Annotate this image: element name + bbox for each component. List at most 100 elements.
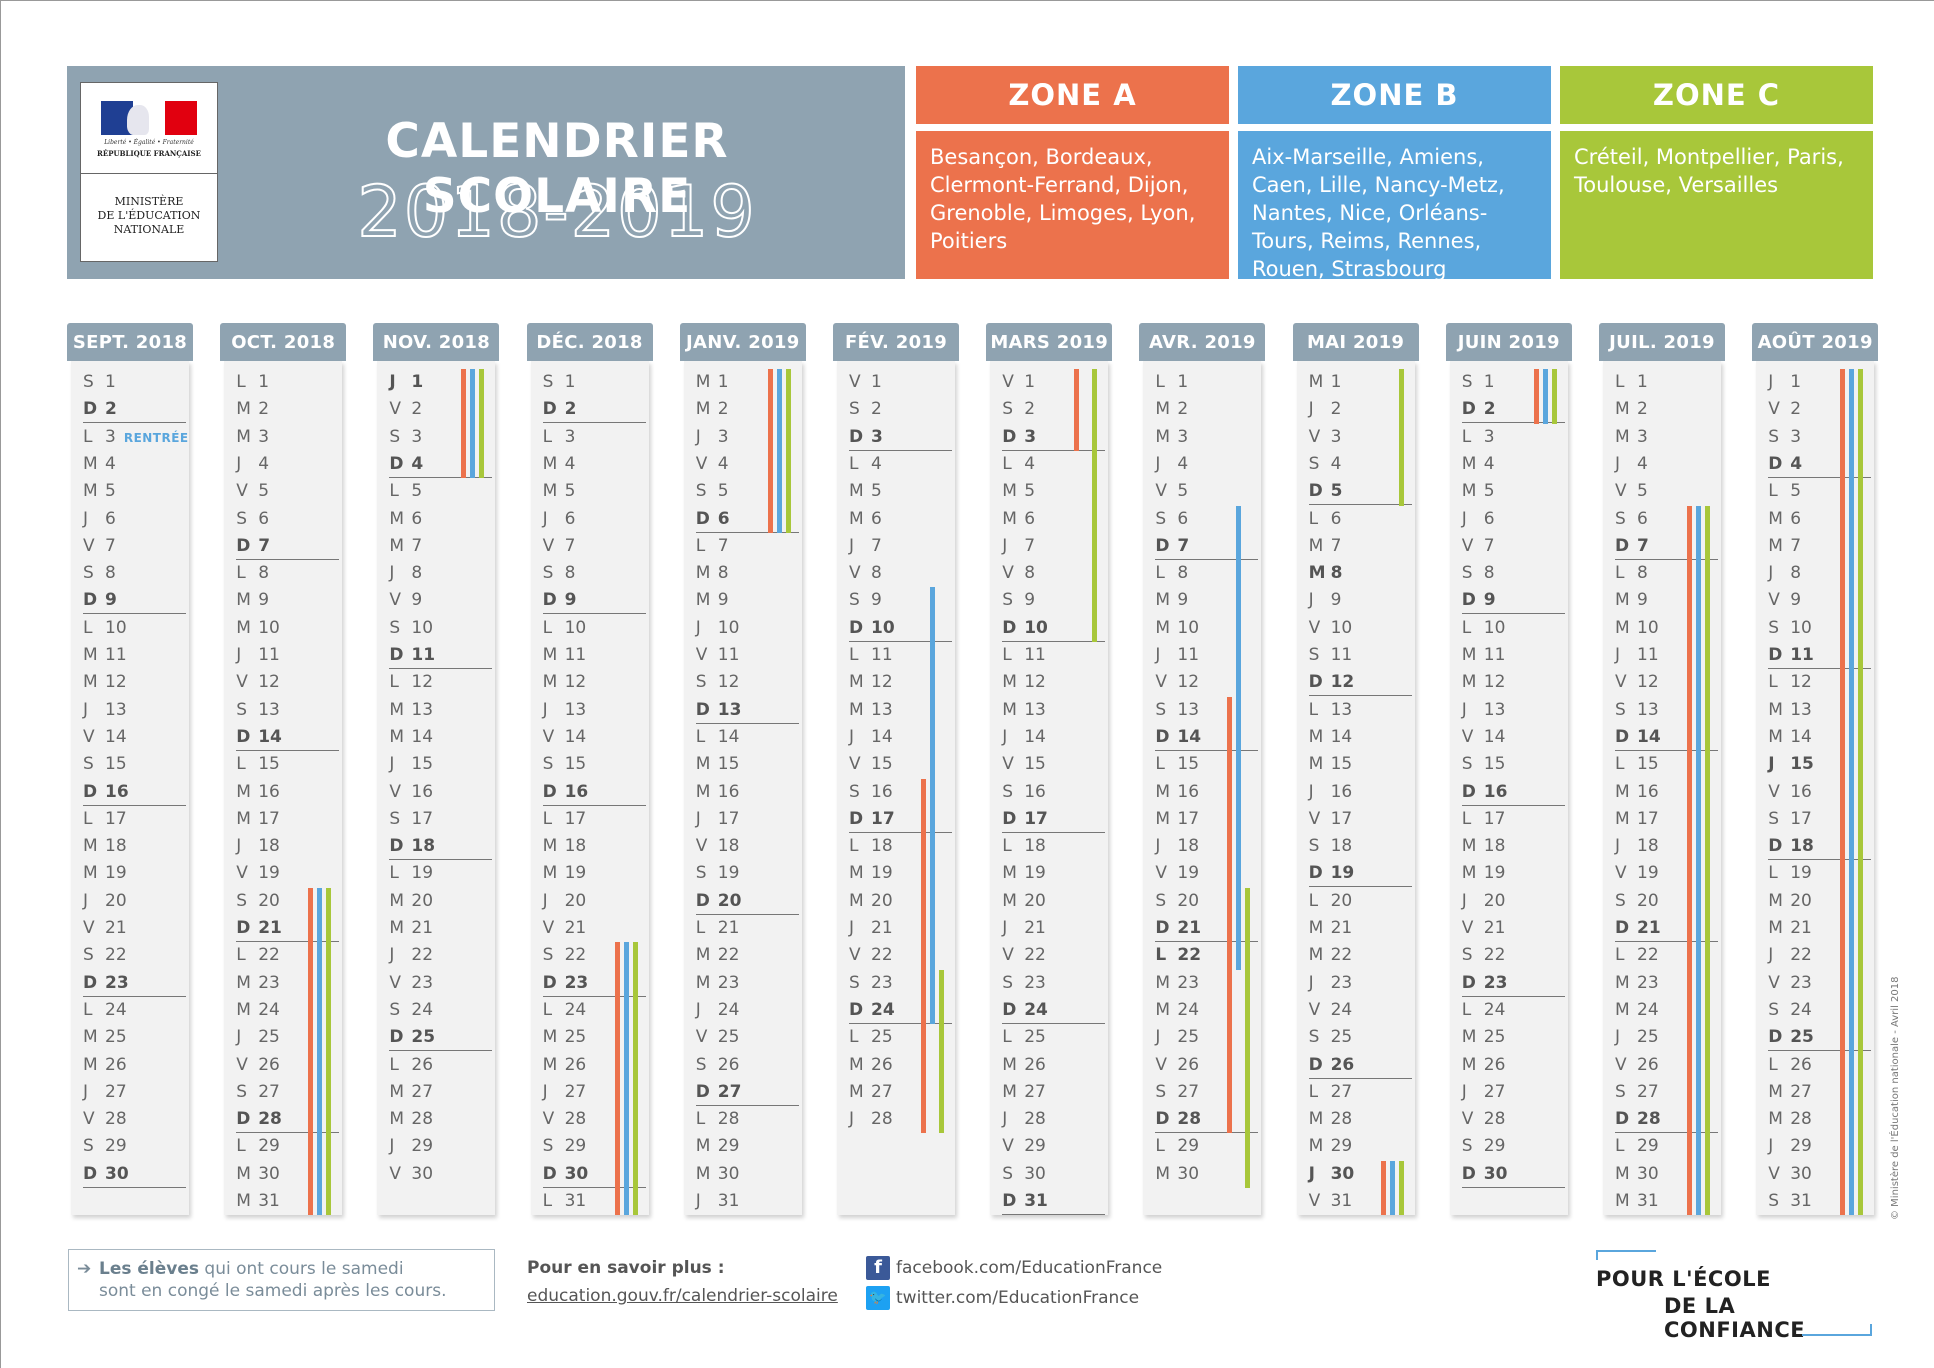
day-cell: L 11 xyxy=(849,645,893,665)
facebook-text: facebook.com/EducationFrance xyxy=(896,1258,1163,1278)
day-cell: J 18 xyxy=(1615,836,1659,857)
day-cell: M 12 xyxy=(849,672,893,693)
day-cell: L 18 xyxy=(849,836,893,857)
week-separator xyxy=(389,1050,493,1052)
day-cell: V 30 xyxy=(1768,1163,1812,1184)
day-cell: S 23 xyxy=(849,972,893,993)
day-cell: S 17 xyxy=(389,808,434,829)
day-cell: M 10 xyxy=(236,617,280,638)
day-cell: J 27 xyxy=(542,1081,587,1102)
facebook-link[interactable]: f facebook.com/EducationFrance xyxy=(866,1256,1162,1280)
day-cell: M 12 xyxy=(542,672,587,693)
day-cell: M 10 xyxy=(1615,617,1659,638)
day-cell: J 11 xyxy=(1155,645,1200,665)
month-header: JANV. 2019 xyxy=(679,323,806,361)
facebook-icon: f xyxy=(866,1256,890,1280)
page-title: CALENDRIER SCOLAIRE xyxy=(385,114,729,224)
day-cell: S 18 xyxy=(1308,836,1353,857)
day-cell: D 18 xyxy=(389,836,436,857)
day-cell: M 27 xyxy=(1002,1081,1046,1102)
day-cell: M 20 xyxy=(1002,890,1046,911)
day-cell: M 12 xyxy=(83,672,127,693)
month-header: JUIL. 2019 xyxy=(1599,323,1725,361)
day-cell: S 20 xyxy=(1615,890,1659,911)
day-cell: S 29 xyxy=(542,1136,587,1157)
holiday-bar-zone-a xyxy=(767,369,773,533)
day-cell: S 24 xyxy=(389,999,434,1020)
day-cell: L 10 xyxy=(542,617,587,638)
day-cell: D 27 xyxy=(695,1081,742,1102)
day-cell: L 22 xyxy=(236,945,280,966)
copyright: © Ministère de l'Éducation nationale - A… xyxy=(1890,976,1901,1221)
week-separator xyxy=(1308,695,1412,697)
holiday-bar-zone-c xyxy=(479,369,485,479)
day-cell: L 31 xyxy=(542,1191,587,1211)
slogan-line1: POUR L'ÉCOLE xyxy=(1596,1267,1771,1291)
day-cell: L 17 xyxy=(1461,808,1506,829)
day-cell: J 25 xyxy=(236,1027,280,1048)
day-cell: V 25 xyxy=(695,1027,740,1048)
note-bold: Les élèves xyxy=(99,1259,200,1279)
day-cell: M 19 xyxy=(542,863,587,884)
day-cell: M 14 xyxy=(389,726,434,747)
day-cell: L 13 xyxy=(1308,699,1353,720)
day-cell: M 18 xyxy=(542,836,587,857)
month-body: M 1 J 2 V 3 S 4 D 5 L 6 M 7 M 8 J 9 V 10 S 11 D 12 L 13 M 14 M 15 J 16 V… xyxy=(1296,361,1415,1216)
slogan: POUR L'ÉCOLE DE LA CONFIANCE xyxy=(1596,1250,1872,1342)
day-cell: L 12 xyxy=(389,672,434,693)
day-cell: M 14 xyxy=(1308,726,1353,747)
week-separator xyxy=(1615,1132,1718,1134)
top-border xyxy=(0,0,1934,1)
day-cell: L 24 xyxy=(1461,999,1506,1020)
day-cell: S 11 xyxy=(1308,645,1353,665)
holiday-bar-zone-b xyxy=(1849,369,1855,1216)
week-separator xyxy=(83,1186,186,1188)
day-cell: V 21 xyxy=(83,918,127,938)
week-separator xyxy=(1155,749,1259,751)
holiday-bar-zone-a xyxy=(1533,369,1539,424)
day-cell: V 19 xyxy=(236,863,280,884)
day-cell: D 16 xyxy=(1461,781,1508,802)
day-cell: S 24 xyxy=(1768,999,1812,1020)
month-column: JANV. 2019 M 1 M 2 J 3 V 4 S 5 D 6 L 7 M 8 M 9 J 10 V 11 S 12 D 13… xyxy=(679,323,806,1217)
day-cell: D 14 xyxy=(236,726,282,747)
more-info-link[interactable]: education.gouv.fr/calendrier-scolaire xyxy=(527,1286,838,1306)
day-cell: S 10 xyxy=(389,617,434,638)
zone-c-cities: Créteil, Montpellier, Paris, Toulouse, V… xyxy=(1560,131,1873,279)
holiday-bar-zone-c xyxy=(1398,1160,1404,1216)
page-years: 2018-2019 xyxy=(356,170,757,254)
day-cell: S 30 xyxy=(1002,1163,1046,1184)
day-cell: V 16 xyxy=(389,781,434,802)
day-cell: M 17 xyxy=(1615,808,1659,829)
holiday-bar-zone-c xyxy=(632,942,638,1216)
day-cell: D 19 xyxy=(1308,863,1355,884)
day-cell: D 11 xyxy=(1768,645,1814,665)
day-cell: D 14 xyxy=(1615,726,1661,747)
day-cell: M 19 xyxy=(1461,863,1506,884)
week-separator xyxy=(389,668,493,669)
day-cell: D 28 xyxy=(1615,1109,1661,1130)
day-cell: S 19 xyxy=(695,863,740,884)
week-separator xyxy=(1308,504,1412,506)
twitter-link[interactable]: 🐦 twitter.com/EducationFrance xyxy=(866,1286,1139,1310)
